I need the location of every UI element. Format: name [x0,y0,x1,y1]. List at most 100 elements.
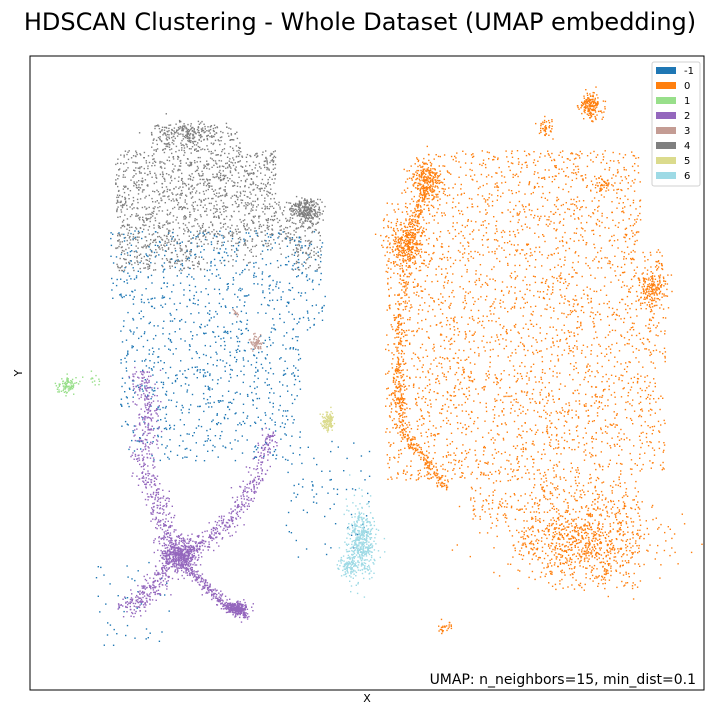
point-cluster-0 [421,166,423,168]
point-cluster-0 [561,354,563,356]
point-cluster-0 [546,511,549,513]
point-cluster-0 [624,206,626,208]
point-cluster-0 [417,222,419,224]
point-cluster-0 [526,301,528,304]
point-cluster-0 [610,565,612,567]
point-cluster-0 [485,379,487,381]
point-cluster-0 [650,276,652,278]
point-cluster-0 [653,275,656,277]
point-cluster-0 [428,379,431,381]
point-cluster-0 [550,346,552,348]
point-cluster-0 [548,543,550,546]
point-cluster-0 [530,455,532,458]
point-cluster-0 [636,315,638,317]
point-cluster-0 [522,443,524,446]
point-cluster-0 [423,219,425,221]
point-cluster-0 [598,401,600,404]
point-cluster-0 [607,189,610,191]
point-cluster-0 [501,423,503,425]
point-cluster-0 [584,109,586,112]
point-cluster-0 [510,463,512,465]
point-cluster-0 [398,241,401,243]
point-cluster-0 [496,433,499,435]
point-cluster-0 [614,515,617,517]
point-cluster-0 [502,514,505,516]
point-cluster-0 [663,285,665,287]
point-cluster-0 [653,292,655,295]
point-cluster-0 [498,469,500,472]
point-cluster-0 [464,248,466,250]
point-cluster-0 [473,497,475,499]
point-cluster-0 [496,248,498,250]
point-cluster-0 [390,476,392,478]
point-cluster-0 [633,499,635,501]
point-cluster-0 [591,420,594,423]
point-cluster-0 [636,239,638,242]
point-cluster-0 [656,293,658,295]
point-cluster-0 [514,278,516,280]
point-cluster-0 [417,252,420,255]
point-cluster-0 [435,357,437,359]
point-cluster-0 [552,467,554,469]
point-cluster-0 [623,387,625,389]
point-cluster-0 [561,571,563,574]
point-cluster-0 [551,181,553,183]
point-cluster-0 [587,102,589,105]
point-cluster-0 [414,163,416,165]
point-cluster-0 [578,400,581,402]
point-cluster-0 [418,444,420,446]
point-cluster-0 [483,389,485,391]
point-cluster-0 [608,388,610,391]
point-cluster-0 [513,325,516,327]
point-cluster-0 [489,306,491,308]
point-cluster-0 [586,94,589,96]
point-cluster-0 [571,417,573,419]
point-cluster-0 [617,160,619,162]
point-cluster-0 [620,438,623,440]
point-cluster-0 [566,511,568,513]
point-cluster-0 [642,288,644,290]
point-cluster-0 [403,247,405,250]
point-cluster-0 [425,239,428,241]
point-cluster-0 [586,92,588,95]
point-cluster-0 [520,434,522,437]
point-cluster-0 [461,452,463,454]
point-cluster-0 [480,273,482,276]
point-cluster-0 [484,163,487,166]
point-cluster-0 [555,542,558,544]
point-cluster-0 [645,289,647,291]
point-cluster-0 [533,458,535,461]
point-cluster-0 [566,158,569,160]
point-cluster-0 [653,281,655,283]
point-cluster-0 [598,496,600,498]
point-cluster-0 [508,374,510,376]
point-cluster-0 [468,376,470,379]
point-cluster-0 [517,499,519,502]
point-cluster-0 [410,191,413,193]
point-cluster-0 [589,578,591,580]
point-cluster-0 [666,288,668,291]
point-cluster-0 [547,399,549,402]
point-cluster-0 [621,250,623,253]
point-cluster-0 [409,243,411,245]
point-cluster-0 [401,251,403,253]
point-cluster-0 [506,156,508,158]
point-cluster-0 [439,155,441,158]
point-cluster-0 [634,584,636,586]
point-cluster-0 [484,299,487,301]
point-cluster-0 [515,297,518,299]
point-cluster-0 [637,392,639,394]
point-cluster-0 [635,272,637,274]
point-cluster-0 [653,313,655,315]
point-cluster-0 [505,150,507,152]
point-cluster-0 [593,290,595,292]
point-cluster-0 [664,422,666,425]
point-cluster-0 [522,279,524,282]
point-cluster-0 [547,289,549,291]
point-cluster-0 [657,288,659,290]
point-cluster-0 [455,157,457,159]
point-cluster-0 [582,566,584,568]
point-cluster-0 [509,275,511,277]
point-cluster-0 [499,387,501,389]
point-cluster-0 [510,395,513,397]
